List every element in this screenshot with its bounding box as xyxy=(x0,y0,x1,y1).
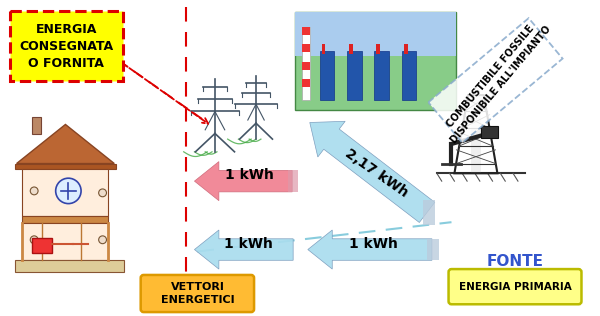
Text: COMBUSTIBILE FOSSILE
DISPONIBILE ALL'IMPIANTO: COMBUSTIBILE FOSSILE DISPONIBILE ALL'IMP… xyxy=(439,15,553,145)
FancyBboxPatch shape xyxy=(22,223,109,260)
Text: ENERGIA PRIMARIA: ENERGIA PRIMARIA xyxy=(458,282,571,292)
FancyBboxPatch shape xyxy=(295,12,457,110)
FancyBboxPatch shape xyxy=(423,200,435,225)
FancyBboxPatch shape xyxy=(428,18,563,143)
FancyBboxPatch shape xyxy=(32,117,41,134)
Circle shape xyxy=(30,236,38,244)
FancyBboxPatch shape xyxy=(302,27,310,34)
FancyBboxPatch shape xyxy=(22,216,109,223)
FancyBboxPatch shape xyxy=(32,238,52,253)
FancyBboxPatch shape xyxy=(401,51,416,100)
FancyBboxPatch shape xyxy=(14,164,116,169)
FancyBboxPatch shape xyxy=(302,27,310,100)
FancyBboxPatch shape xyxy=(427,239,439,260)
FancyBboxPatch shape xyxy=(322,44,325,54)
FancyBboxPatch shape xyxy=(14,260,124,272)
FancyBboxPatch shape xyxy=(288,170,298,192)
FancyBboxPatch shape xyxy=(404,44,407,54)
FancyBboxPatch shape xyxy=(320,51,334,100)
FancyBboxPatch shape xyxy=(22,169,109,216)
Polygon shape xyxy=(310,121,435,222)
FancyBboxPatch shape xyxy=(376,44,380,54)
Polygon shape xyxy=(194,230,293,269)
Circle shape xyxy=(56,178,81,204)
Text: 1 kWh: 1 kWh xyxy=(224,237,272,251)
FancyBboxPatch shape xyxy=(347,51,362,100)
FancyBboxPatch shape xyxy=(374,51,389,100)
FancyBboxPatch shape xyxy=(302,62,310,70)
Text: ENERGIA
CONSEGNATA
O FORNITA: ENERGIA CONSEGNATA O FORNITA xyxy=(19,23,113,70)
FancyBboxPatch shape xyxy=(481,126,499,138)
Polygon shape xyxy=(194,161,292,201)
Circle shape xyxy=(98,189,106,197)
FancyBboxPatch shape xyxy=(140,275,254,312)
Circle shape xyxy=(98,236,106,244)
Text: 1 kWh: 1 kWh xyxy=(225,168,274,182)
Polygon shape xyxy=(308,230,432,269)
FancyBboxPatch shape xyxy=(295,12,457,56)
Text: 1 kWh: 1 kWh xyxy=(349,237,398,251)
Text: 2,17 kWh: 2,17 kWh xyxy=(342,147,410,200)
Polygon shape xyxy=(17,125,115,164)
FancyBboxPatch shape xyxy=(10,11,123,82)
FancyBboxPatch shape xyxy=(302,80,310,87)
Text: FONTE: FONTE xyxy=(487,254,544,269)
FancyBboxPatch shape xyxy=(471,97,481,173)
Circle shape xyxy=(30,187,38,195)
Text: VETTORI
ENERGETICI: VETTORI ENERGETICI xyxy=(161,282,234,305)
FancyBboxPatch shape xyxy=(349,44,353,54)
FancyBboxPatch shape xyxy=(302,44,310,52)
FancyBboxPatch shape xyxy=(449,269,581,304)
